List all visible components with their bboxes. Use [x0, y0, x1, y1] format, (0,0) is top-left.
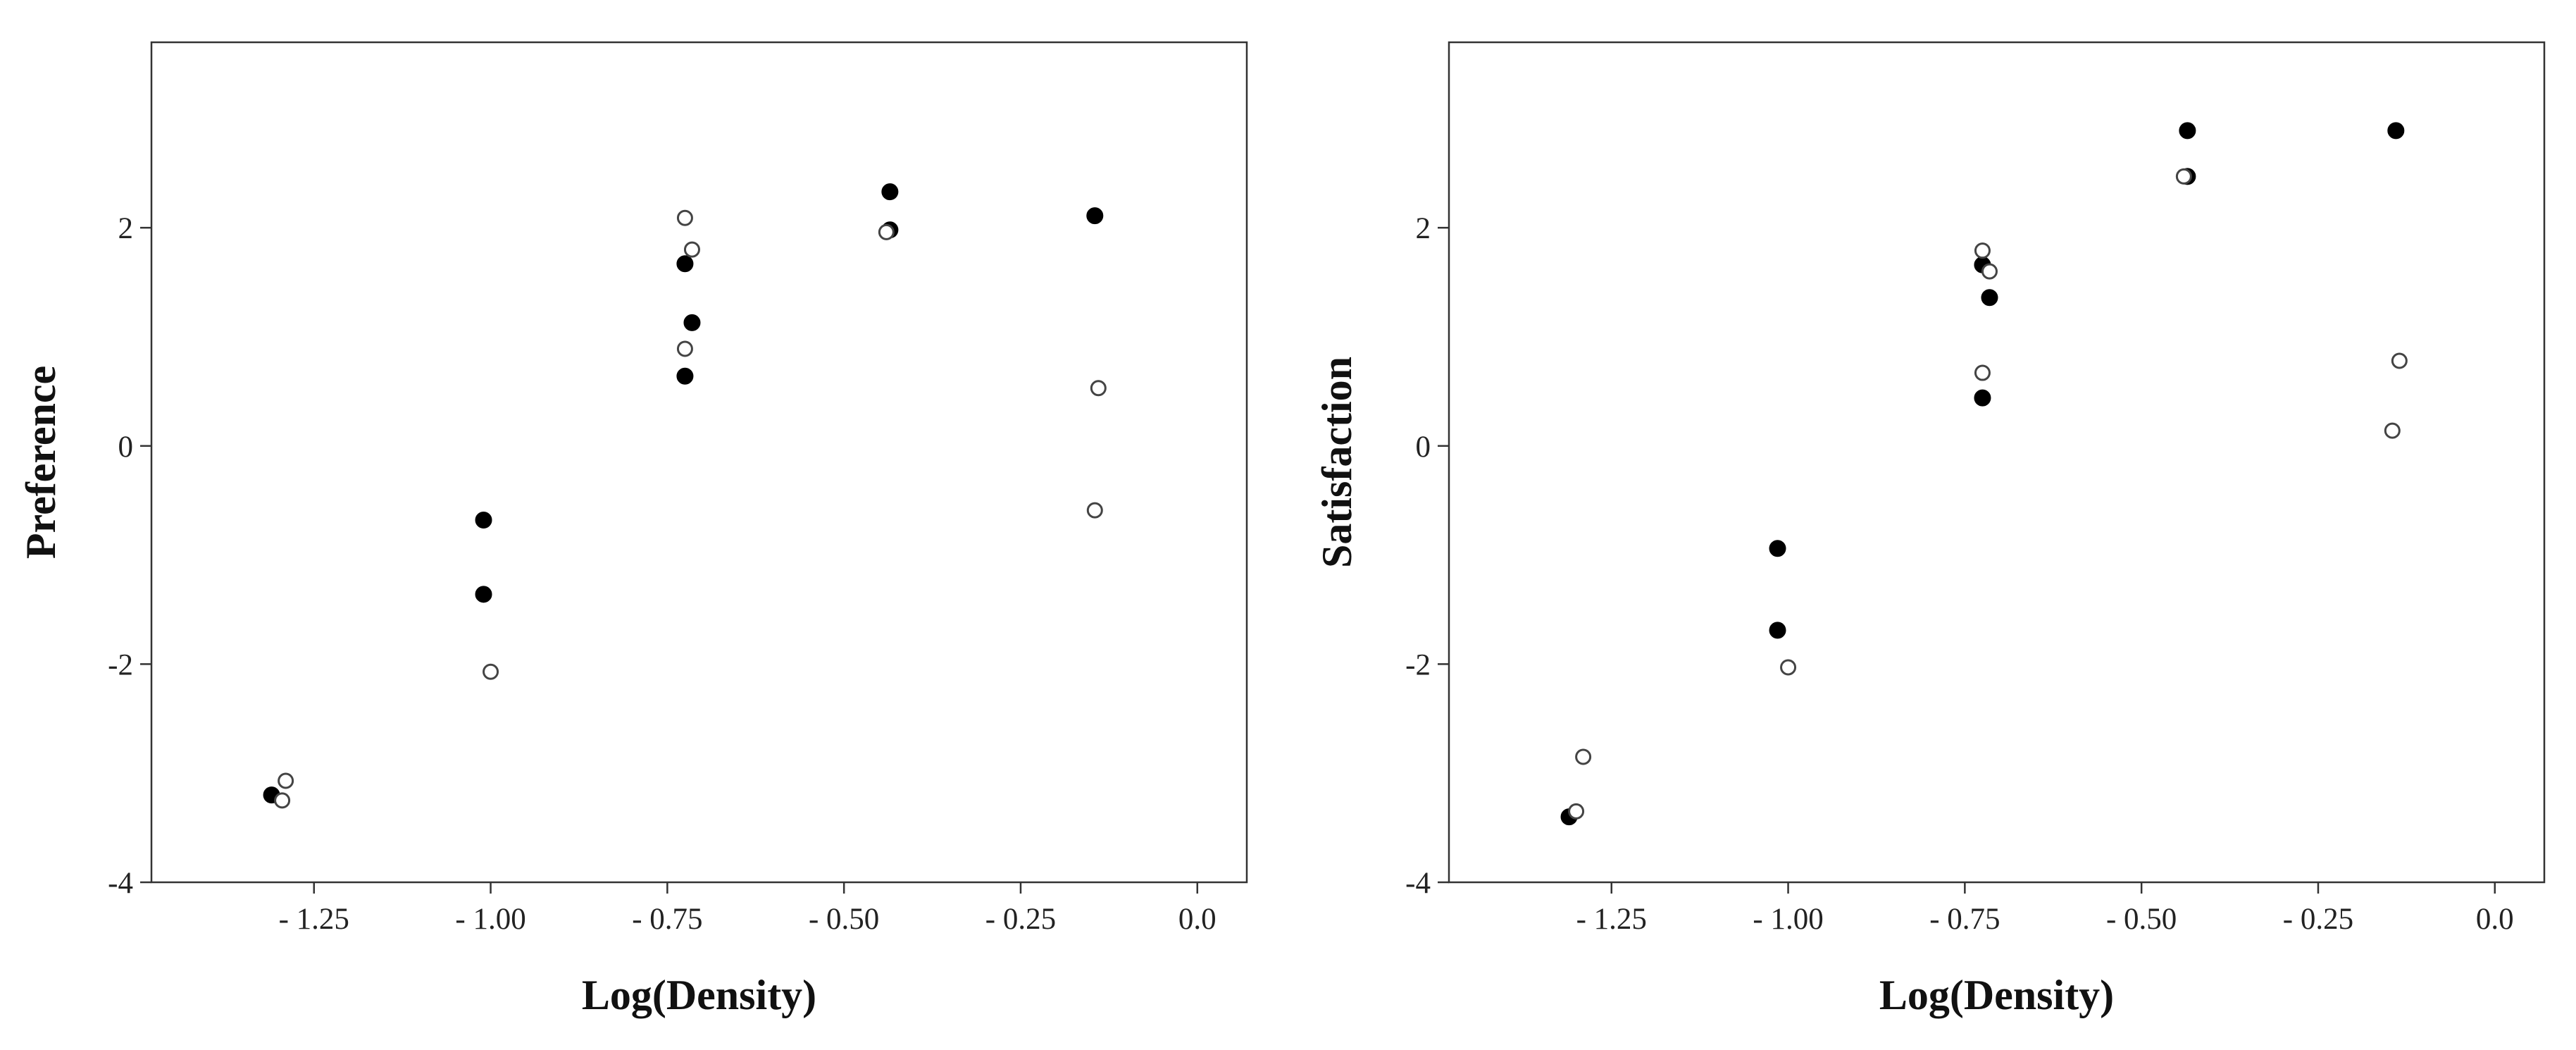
open-data-point	[1086, 502, 1103, 519]
open-data-point	[1780, 659, 1797, 676]
x-axis-label: Log(Density)	[1879, 972, 2114, 1018]
x-axis-label: Log(Density)	[582, 972, 816, 1018]
y-axis-label: Preference	[18, 366, 64, 559]
open-data-point	[1981, 263, 1998, 280]
x-tick-label: - 0.25	[985, 903, 1056, 936]
y-tick-label: -2	[108, 648, 133, 681]
filled-data-point	[683, 314, 701, 331]
open-data-point	[2391, 352, 2408, 369]
plot-frame	[150, 41, 1248, 884]
filled-data-point	[1769, 622, 1786, 639]
open-data-point	[878, 223, 895, 240]
y-tick-label: -4	[108, 867, 133, 900]
open-data-point	[1568, 803, 1585, 820]
x-tick-label: - 1.25	[279, 903, 349, 936]
open-data-point	[2175, 168, 2192, 185]
x-tick-label: - 0.75	[632, 903, 702, 936]
y-tick-label: 2	[1416, 212, 1431, 245]
x-tick-label: - 0.25	[2283, 903, 2353, 936]
open-data-point	[1974, 242, 1991, 259]
plot-frame	[1448, 41, 2546, 884]
y-tick-label: -2	[1405, 648, 1431, 681]
preference-scatter-panel: - 1.25 - 1.00 - 0.75 - 0.50 - 0.25 0.0 -4 -2 0 2 L…	[18, 41, 1248, 1018]
x-tick-label: - 1.00	[455, 903, 525, 936]
open-data-point	[676, 340, 693, 357]
satisfaction-scatter-panel: - 1.25 - 1.00 - 0.75 - 0.50 - 0.25 0.0 -4 -2 0 2 L…	[1314, 41, 2546, 1018]
filled-data-point	[1086, 207, 1104, 225]
y-tick-label: -4	[1405, 867, 1431, 900]
y-tick-label: 0	[1416, 431, 1431, 464]
y-tick-label: 0	[118, 431, 134, 464]
open-data-point	[483, 663, 499, 680]
x-tick-label: - 0.50	[2106, 903, 2177, 936]
y-axis-label: Satisfaction	[1314, 357, 1360, 568]
filled-data-point	[1974, 389, 1991, 407]
x-tick-label: 0.0	[2476, 903, 2514, 936]
open-data-point	[2384, 422, 2401, 439]
open-data-point	[274, 792, 291, 809]
x-tick-label: - 1.00	[1753, 903, 1823, 936]
x-tick-label: - 0.50	[809, 903, 879, 936]
filled-data-point	[676, 367, 694, 385]
filled-data-point	[2179, 122, 2196, 140]
filled-data-point	[475, 512, 492, 529]
x-tick-label: 0.0	[1178, 903, 1217, 936]
filled-data-point	[1769, 540, 1786, 557]
filled-data-point	[1981, 289, 1998, 307]
open-data-point	[1575, 748, 1592, 765]
filled-data-point	[475, 586, 492, 603]
open-data-point	[683, 241, 700, 258]
open-data-point	[676, 209, 693, 226]
open-data-point	[1974, 364, 1991, 381]
y-tick-label: 2	[118, 212, 134, 245]
filled-data-point	[2387, 122, 2405, 140]
filled-data-point	[676, 255, 694, 273]
x-tick-label: - 0.75	[1929, 903, 2000, 936]
open-data-point	[278, 772, 294, 789]
filled-data-point	[881, 183, 899, 201]
x-tick-label: - 1.25	[1576, 903, 1647, 936]
open-data-point	[1090, 380, 1107, 397]
